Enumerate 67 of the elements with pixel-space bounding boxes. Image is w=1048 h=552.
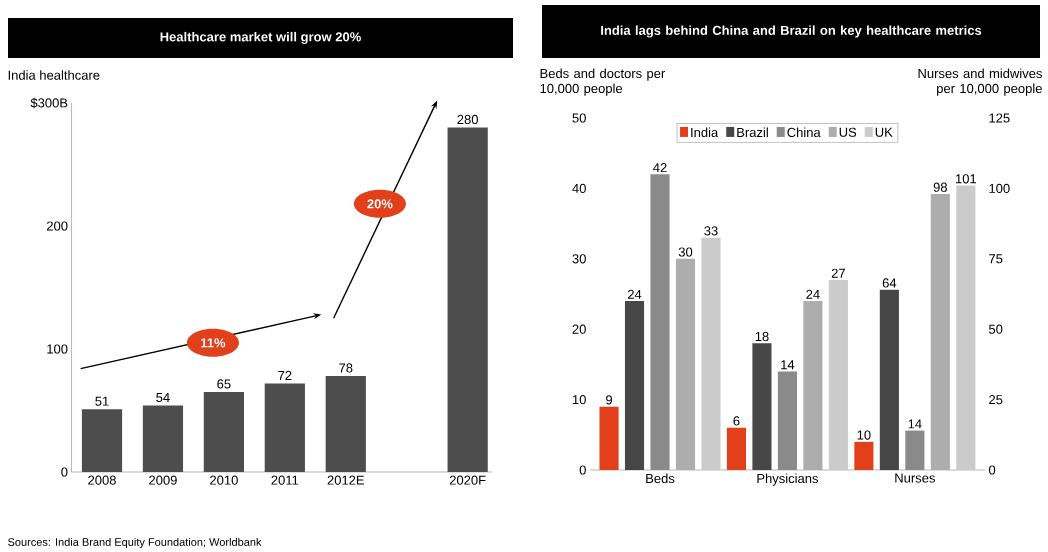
data-label: 72 [278,370,292,380]
x-tick-label: 2012E [327,475,364,485]
y-tick-label: 100 [47,344,68,354]
x-tick-label: 2011 [271,475,299,485]
y2-tick-label: 25 [989,394,1003,405]
y-tick-label: 10 [572,394,586,405]
y-tick-label: 200 [46,221,68,231]
data-label: 14 [908,419,922,429]
data-label: 101 [955,174,977,184]
y2-tick-label: 125 [989,113,1010,123]
legend-label: China [787,127,821,138]
data-label: 14 [781,360,795,370]
annotation: 11% [201,338,226,348]
x-tick-label: 2020F [449,475,486,485]
x-tick-label: 2008 [88,475,116,485]
data-label: 65 [217,379,231,389]
legend-label: India [691,127,719,138]
y-axis-title: Beds and doctors per 10,000 people [540,68,666,96]
y2-tick-label: 0 [988,465,996,475]
y-tick-label: $300B [30,97,68,109]
bar [803,301,823,470]
data-label: 33 [704,226,718,236]
y-tick-label: 50 [572,113,586,123]
y-tick-label: 30 [572,254,586,264]
data-label: 51 [95,396,109,406]
data-label: 98 [933,182,947,192]
bar [675,258,696,470]
y2-tick-label: 50 [988,324,1003,334]
y2-axis-title: Nurses and midwives per 10,000 people [918,68,1042,96]
bar [726,427,747,470]
data-label: 42 [653,163,667,173]
data-label: 54 [156,392,170,403]
bar [650,174,670,470]
y-tick-label: 0 [579,465,586,475]
data-label: 9 [606,395,613,405]
data-label: 10 [857,430,871,440]
x-tick-label: 2009 [149,475,177,485]
bar [828,279,848,470]
data-label: 27 [831,268,845,278]
legend-label: UK [875,127,893,137]
x-tick-label: Physicians [757,473,819,486]
y-tick-label: 0 [61,467,68,477]
y-axis-title: India healthcare [8,70,100,80]
y2-tick-label: 100 [989,183,1010,193]
data-label: 24 [627,289,642,299]
data-label: 30 [678,247,693,257]
bar [701,237,721,470]
data-label: 6 [733,416,740,426]
y-tick-label: 40 [572,183,586,193]
legend-label: Brazil [737,127,768,138]
x-tick-label: Beds [646,473,675,484]
source-note: Sources: India Brand Equity Foundation; Worldbank [8,537,262,549]
chart-title: Healthcare market will grow 20% [160,31,361,45]
legend-label: US [839,127,857,137]
bar [599,406,619,470]
annotation: 20% [367,199,393,209]
chart-title: India lags behind China and Brazil on key healthcare metrics [601,25,982,38]
data-label: 18 [755,331,769,342]
data-label: 280 [457,114,478,125]
data-label: 78 [339,363,353,373]
y2-tick-label: 75 [989,254,1003,264]
bar [777,371,797,470]
x-tick-label: 2010 [210,475,238,485]
x-tick-label: Nurses [895,473,935,483]
data-label: 24 [806,289,820,299]
y-tick-label: 20 [572,324,586,334]
data-label: 64 [882,278,897,288]
